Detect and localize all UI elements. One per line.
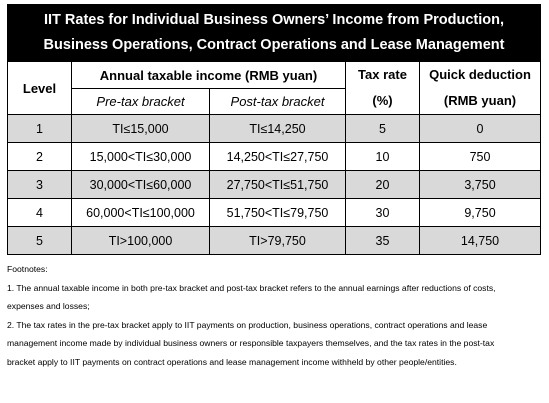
cell-level: 4 (7, 198, 72, 227)
iit-rates-table: IIT Rates for Individual Business Owners… (7, 4, 541, 255)
cell-level: 5 (7, 226, 72, 255)
cell-deduction: 14,750 (419, 226, 541, 255)
header-annual-income: Annual taxable income (RMB yuan) (71, 61, 346, 89)
cell-pre-tax: 60,000<TI≤100,000 (71, 198, 210, 227)
header-quick-deduction-line2: (RMB yuan) (443, 93, 517, 108)
footnote-1-line-1: 1. The annual taxable income in both pre… (7, 282, 496, 293)
header-pre-tax: Pre-tax bracket (71, 88, 210, 115)
cell-level: 3 (7, 170, 72, 199)
cell-post-tax: TI≤14,250 (209, 114, 346, 143)
table-row: 3 30,000<TI≤60,000 27,750<TI≤51,750 20 3… (7, 170, 541, 199)
cell-pre-tax: TI>100,000 (71, 226, 210, 255)
footnote-2-line-1: 2. The tax rates in the pre-tax bracket … (7, 319, 488, 330)
header-tax-rate-line1: Tax rate (358, 67, 407, 82)
table-row: 2 15,000<TI≤30,000 14,250<TI≤27,750 10 7… (7, 142, 541, 171)
rates-table-container: IIT Rates for Individual Business Owners… (7, 4, 541, 372)
cell-deduction: 0 (419, 114, 541, 143)
cell-level: 2 (7, 142, 72, 171)
cell-post-tax: 14,250<TI≤27,750 (209, 142, 346, 171)
header-post-tax: Post-tax bracket (209, 88, 346, 115)
cell-pre-tax: TI≤15,000 (71, 114, 210, 143)
cell-rate: 5 (345, 114, 420, 143)
cell-rate: 10 (345, 142, 420, 171)
cell-deduction: 750 (419, 142, 541, 171)
header-quick-deduction: Quick deduction (RMB yuan) (419, 61, 541, 115)
footnotes-heading: Footnotes: (7, 264, 48, 274)
footnote-1-line-2: expenses and losses; (7, 301, 90, 312)
cell-deduction: 3,750 (419, 170, 541, 199)
header-level: Level (7, 61, 72, 115)
table-row: 4 60,000<TI≤100,000 51,750<TI≤79,750 30 … (7, 198, 541, 227)
footnotes: Footnotes: 1. The annual taxable income … (7, 260, 540, 372)
cell-level: 1 (7, 114, 72, 143)
table-row: 1 TI≤15,000 TI≤14,250 5 0 (7, 114, 541, 143)
cell-post-tax: 27,750<TI≤51,750 (209, 170, 346, 199)
cell-rate: 20 (345, 170, 420, 199)
cell-post-tax: TI>79,750 (209, 226, 346, 255)
table-row: 5 TI>100,000 TI>79,750 35 14,750 (7, 226, 541, 255)
cell-rate: 35 (345, 226, 420, 255)
cell-deduction: 9,750 (419, 198, 541, 227)
cell-pre-tax: 15,000<TI≤30,000 (71, 142, 210, 171)
cell-post-tax: 51,750<TI≤79,750 (209, 198, 346, 227)
cell-pre-tax: 30,000<TI≤60,000 (71, 170, 210, 199)
table-title: IIT Rates for Individual Business Owners… (7, 4, 541, 62)
footnote-2-line-2: management income made by individual bus… (7, 338, 495, 349)
footnote-2-line-3: bracket apply to IIT payments on contrac… (7, 356, 457, 367)
header-quick-deduction-line1: Quick deduction (429, 67, 531, 82)
header-tax-rate: Tax rate (%) (345, 61, 420, 115)
cell-rate: 30 (345, 198, 420, 227)
header-tax-rate-line2: (%) (372, 93, 393, 108)
